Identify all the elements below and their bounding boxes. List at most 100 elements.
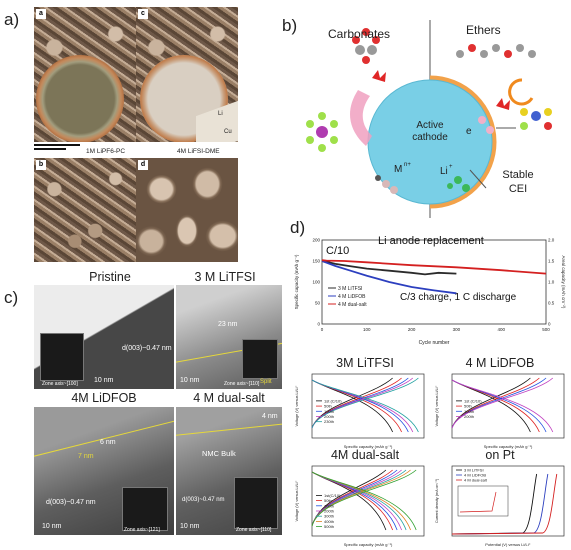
main-legend: 3 M LiTFSI 4 M LiDFOB 4 M dual-salt — [328, 286, 367, 308]
sem-image-a: a — [34, 7, 136, 142]
charge-curve — [311, 377, 419, 429]
y-tick-label: 50 — [315, 301, 321, 306]
legend-label: 300th — [324, 514, 334, 519]
zone-axis-a: Zone axis~[100] — [42, 381, 78, 387]
legend-label: 100th — [464, 409, 474, 414]
legend-label: 1st (C/10) — [464, 398, 482, 403]
series-dual — [321, 259, 547, 275]
li-ion-label: Li — [440, 166, 448, 177]
thickness-3m: 23 nm — [218, 321, 238, 328]
legend-label: 100th — [324, 409, 334, 414]
y-tick-label-right: 0.5 — [548, 301, 555, 306]
legend-label: 100th — [324, 503, 334, 508]
discharge-curve — [451, 379, 554, 433]
legend-label: 1st(C/10) — [324, 493, 341, 498]
legend-label: 3 M LiTFSI — [464, 468, 484, 473]
y-tick-label-right: 1.0 — [548, 280, 555, 285]
cycling-plot: 0 100 200 300 400 50005010015020000.51.01.52.… — [294, 235, 566, 346]
d-spacing-dfob: d(003)~0.47 nm — [46, 499, 96, 506]
sublabel-a: a — [36, 9, 46, 19]
y-tick-label-right: 2.0 — [548, 238, 555, 243]
tem-title-dual: 4 M dual-salt — [193, 391, 265, 405]
legend-label: 50th — [464, 404, 472, 409]
fft-dfob — [122, 487, 168, 531]
x-tick-label: 0 — [321, 327, 324, 332]
y-tick-label-right: 0 — [548, 322, 551, 327]
thickness-dual: 4 nm — [262, 413, 278, 420]
legend-tfsi: 3 M LiTFSI — [338, 286, 362, 292]
electron-label: e — [466, 126, 472, 137]
capacity-axis-label: Specific capacity (mAh g⁻¹) — [484, 444, 533, 449]
fft-3m — [242, 339, 278, 379]
series-tfsi — [321, 260, 457, 276]
cathode-schematic: Carbonates Ethers Active cathode e M n+ … — [306, 20, 552, 218]
panel-label-b: b) — [282, 16, 298, 35]
tem-3m-litfsi: 23 nm Split Zone axis~[110] 10 nm — [176, 285, 282, 389]
x-tick-label: 500 — [542, 327, 550, 332]
panel-label-c: c) — [4, 288, 19, 307]
scale-bar-2 — [34, 148, 66, 150]
subplot-title-dfob: 4 M LiDFOB — [465, 356, 535, 370]
thickness-dfob-a: 6 nm — [100, 439, 116, 446]
tem-title-dfob: 4M LiDFOB — [71, 391, 137, 405]
subplot-title-pt: on Pt — [485, 448, 515, 462]
series-dfob — [321, 260, 457, 295]
rate-note: C/3 charge, 1 C discharge — [400, 292, 517, 303]
x-tick-label: 100 — [363, 327, 371, 332]
y-tick-label: 200 — [312, 238, 320, 243]
capacity-axis-label: Specific capacity (mAh g⁻¹) — [344, 542, 393, 547]
y-tick-label: 0 — [317, 322, 320, 327]
potential-axis-label: Potential (V) versus Li/Li⁺ — [485, 542, 530, 547]
tem-4m-lidfob: 6 nm 7 nm d(003)~0.47 nm Zone axis~[121]… — [34, 407, 174, 535]
split-label: Split — [260, 379, 272, 385]
y-tick-label-right: 1.5 — [548, 259, 555, 264]
capacity-axis-label: Specific capacity (mAh g⁻¹) — [344, 444, 393, 449]
x-tick-label: 300 — [453, 327, 461, 332]
zone-axis-b: Zone axis~[110] — [224, 381, 260, 387]
thickness-dfob-b: 7 nm — [78, 453, 94, 460]
ethers-label: Ethers — [466, 23, 501, 37]
cei-boundary-dual — [176, 422, 282, 437]
legend-dfob: 4 M LiDFOB — [338, 294, 366, 300]
inset-curve — [459, 491, 497, 513]
tem-title-3m: 3 M LiTFSI — [194, 270, 256, 284]
discharge-curve — [311, 379, 419, 433]
legend-label: 4 M dual-salt — [464, 478, 488, 483]
panel-label-d: d) — [290, 218, 306, 237]
carbonates-label: Carbonates — [328, 27, 390, 41]
carbonate-molecule-icon — [352, 28, 380, 64]
scale-3m: 10 nm — [180, 377, 200, 384]
li-ion-sup: + — [449, 164, 453, 170]
metal-ion-sup: n+ — [404, 162, 411, 168]
nmc-bulk-label: NMC Bulk — [202, 449, 236, 458]
charge-curve — [451, 377, 554, 429]
li-label: Li — [218, 111, 223, 117]
legend-label: 500th — [324, 524, 334, 529]
legend-label: 230th — [324, 419, 334, 424]
ether-molecule-icon — [456, 44, 536, 58]
zone-axis-c: Zone axis~[121] — [124, 527, 160, 533]
legend-label: 200th — [324, 509, 334, 514]
sublabel-d: d — [138, 160, 148, 170]
coin-photo-left — [36, 55, 124, 142]
main-ylabel-right: Areal capacity (mAh cm⁻²) — [561, 256, 566, 309]
rate-label: C/10 — [326, 245, 349, 257]
cathode-label-1: Active — [416, 120, 444, 131]
legend-label: 4 M LiDFOB — [464, 473, 486, 478]
d-spacing-pristine: d(003)~0.47 nm — [122, 345, 172, 352]
tem-pristine: d(003)~0.47 nm Zone axis~[100] 10 nm — [34, 285, 174, 389]
scale-bars — [34, 144, 80, 146]
caption-lifsi: 4M LiFSI-DME — [177, 148, 220, 155]
legend-dual: 4 M dual-salt — [338, 302, 367, 308]
voltage-axis-label: Voltage (V) versus Li/Li⁺ — [295, 480, 299, 521]
cu-label: Cu — [224, 129, 232, 135]
voltage-axis-label: Voltage (V) versus Li/Li⁺ — [435, 385, 439, 426]
fft-pristine — [40, 333, 84, 381]
legend-label: 50th — [324, 404, 332, 409]
zone-axis-d: Zone axis~[110] — [236, 527, 272, 533]
tem-4m-dual-salt: 4 nm NMC Bulk d(003)~0.47 nm Zone axis~[… — [176, 407, 282, 535]
legend-label: 400th — [324, 519, 334, 524]
cathode-label-2: cathode — [412, 132, 448, 143]
